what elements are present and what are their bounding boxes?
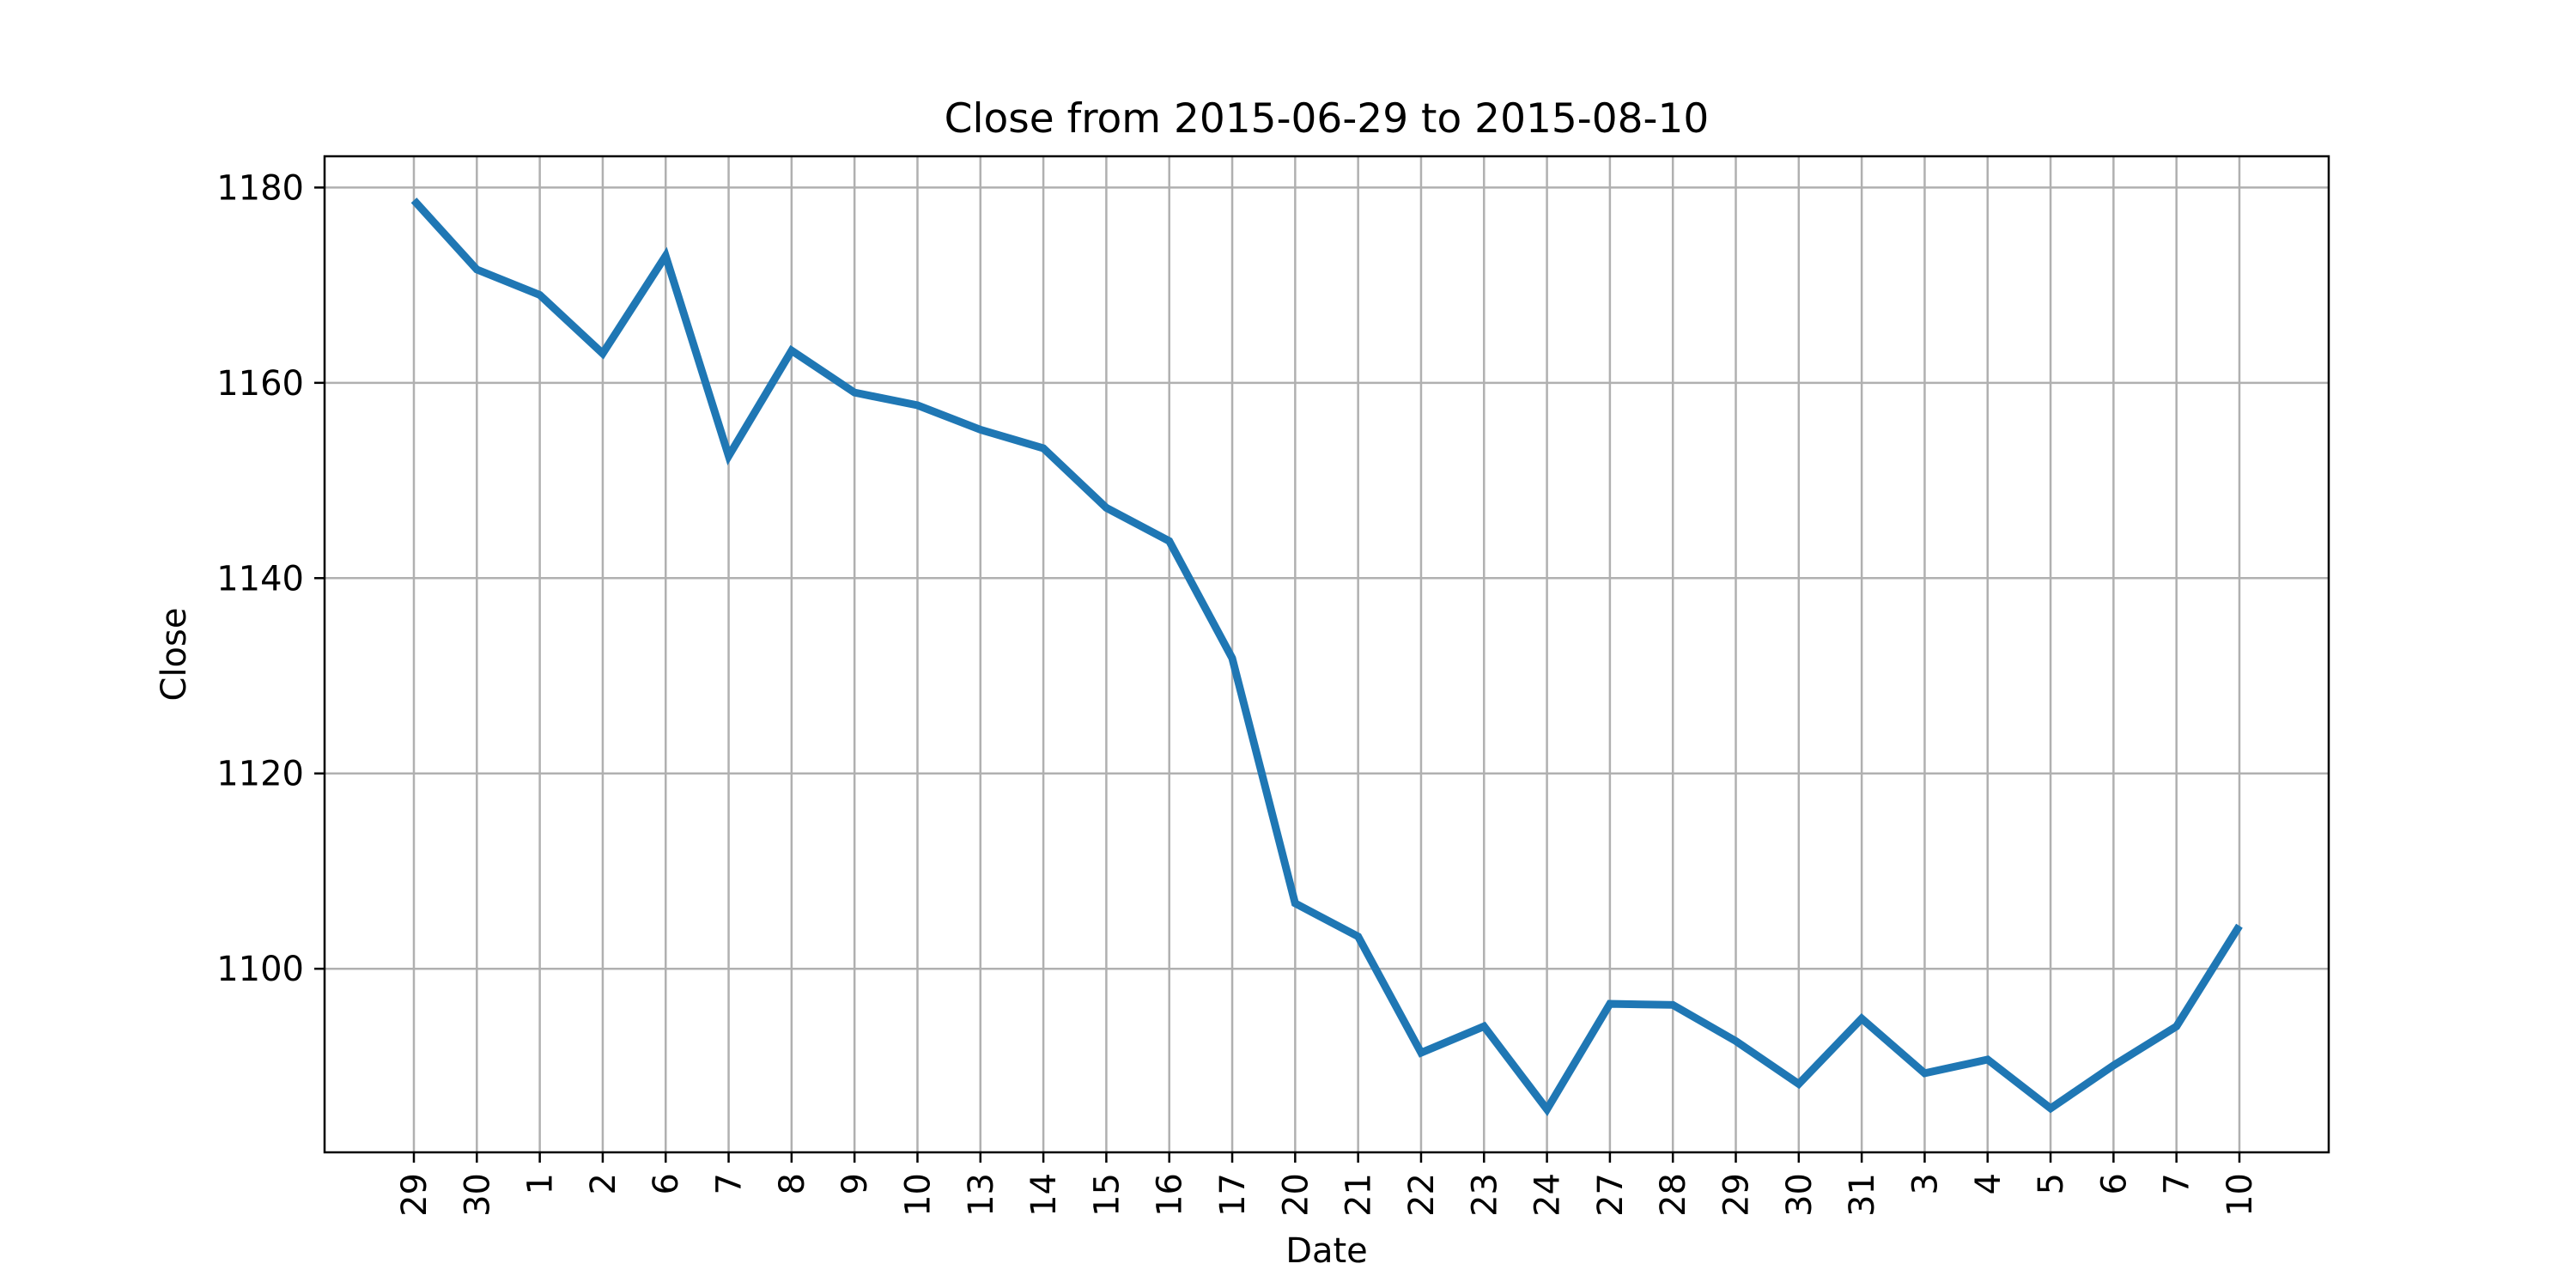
close-series-line [410, 197, 2243, 1117]
y-tick-label: 1120 [216, 755, 304, 794]
x-tick-label: 13 [962, 1173, 1001, 1217]
x-tick-label: 7 [2158, 1173, 2197, 1194]
x-tick-label: 27 [1591, 1173, 1631, 1217]
x-tick-label: 30 [458, 1173, 497, 1217]
x-tick-label: 16 [1151, 1173, 1190, 1217]
y-tick-label: 1160 [216, 364, 304, 404]
y-axis-title: Close [155, 608, 194, 702]
x-tick-label: 29 [395, 1173, 434, 1217]
x-tick-label: 4 [1969, 1173, 2008, 1194]
x-axis-ticks: 29 30 1 2 6 7 8 9 10 13 14 15 16 17 20 21 22 23 24 27 28 29 30… [395, 1152, 2260, 1217]
x-tick-label: 1 [521, 1173, 561, 1194]
series-layer [410, 197, 2243, 1117]
x-tick-label: 9 [835, 1173, 875, 1194]
x-tick-label: 31 [1843, 1173, 1882, 1217]
y-tick-label: 1100 [216, 950, 304, 989]
x-tick-label: 17 [1213, 1173, 1253, 1217]
y-axis-ticks: 1100 1120 1140 1160 1180 [216, 168, 325, 989]
x-tick-label: 3 [1905, 1173, 1945, 1194]
x-tick-label: 5 [2032, 1173, 2071, 1194]
x-tick-label: 20 [1276, 1173, 1315, 1217]
chart-title: Close from 2015-06-29 to 2015-08-10 [945, 95, 1710, 143]
x-tick-label: 23 [1465, 1173, 1504, 1217]
x-tick-label: 29 [1717, 1173, 1757, 1217]
x-axis-title: Date [1285, 1231, 1368, 1271]
x-tick-label: 28 [1654, 1173, 1693, 1217]
y-tick-label: 1180 [216, 168, 304, 208]
x-tick-label: 6 [647, 1173, 686, 1194]
x-tick-label: 21 [1340, 1173, 1379, 1217]
y-tick-label: 1140 [216, 559, 304, 598]
x-tick-label: 14 [1024, 1173, 1064, 1217]
x-tick-label: 6 [2094, 1173, 2134, 1194]
x-tick-label: 10 [898, 1173, 938, 1217]
x-tick-label: 15 [1087, 1173, 1127, 1217]
x-tick-label: 2 [584, 1173, 623, 1194]
x-tick-label: 30 [1780, 1173, 1820, 1217]
x-tick-label: 24 [1528, 1173, 1568, 1217]
plot-area-frame [323, 155, 2330, 1154]
x-tick-label: 22 [1402, 1173, 1442, 1217]
x-tick-label: 8 [773, 1173, 812, 1194]
x-tick-label: 10 [2221, 1173, 2260, 1217]
x-tick-label: 7 [710, 1173, 750, 1194]
